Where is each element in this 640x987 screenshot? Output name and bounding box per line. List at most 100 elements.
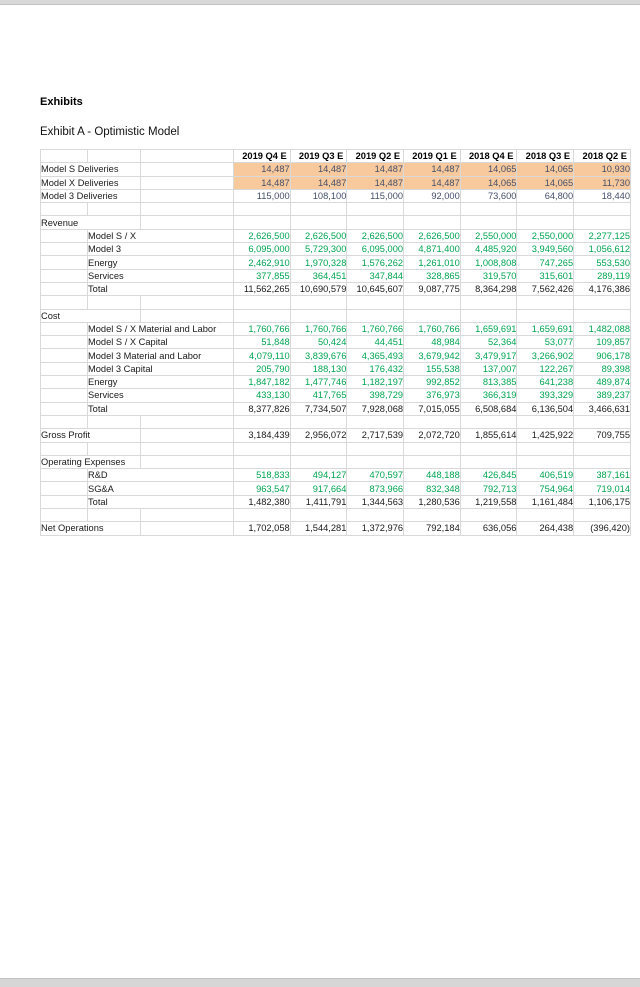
value-cell: 14,487 [234,176,291,190]
row-label: Operating Expenses [41,455,141,470]
header-label-spacer [141,150,234,164]
value-cell: 14,487 [404,176,461,190]
table-row: Model 3 Material and Labor 4,079,110 3,839… [41,349,631,363]
value-cell: 2,626,500 [234,229,291,244]
value-cell: 188,130 [290,362,348,377]
value-cell [347,455,405,470]
value-cell: 14,487 [347,163,405,177]
value-cell: 1,425,922 [517,429,575,443]
value-cell [234,203,291,217]
value-cell: 14,487 [347,176,405,190]
value-cell: 553,530 [574,256,631,270]
value-cell: 11,730 [574,176,631,190]
value-cell: 89,398 [574,362,631,377]
value-cell [290,296,348,310]
value-cell: 14,487 [290,176,348,190]
value-cell [290,309,348,323]
table-row: Model S Deliveries 14,487 14,487 14,487 14,4… [41,163,631,177]
value-cell: 6,508,684 [460,402,518,416]
spacer-cell [41,389,88,403]
value-cell: 518,833 [234,469,291,483]
spacer-cell [41,336,88,350]
value-cell: 14,487 [404,163,461,177]
exhibits-heading: Exhibits [40,96,83,108]
value-cell: 747,265 [517,256,575,270]
table-row: R&D 518,833 494,127 470,597 448,188 426,845 40… [41,469,631,483]
value-cell [290,509,348,523]
row-label: Model S / X Capital [88,336,234,350]
row-label: Energy [88,376,234,390]
value-cell: 2,462,910 [234,256,291,270]
value-cell: 2,277,125 [574,229,631,244]
page-top-edge [0,0,640,5]
value-cell [574,442,631,456]
column-header: 2019 Q2 E [347,150,405,164]
value-cell [517,296,575,310]
row-label: Services [88,269,234,283]
row-label: SG&A [88,482,234,496]
value-cell [574,203,631,217]
value-cell [460,442,518,456]
value-cell: 1,576,262 [347,256,405,270]
value-cell [460,509,518,523]
spacer-cell [88,203,141,217]
value-cell: 3,679,942 [404,349,461,363]
value-cell: 14,487 [234,163,291,177]
spacer-cell [88,415,141,430]
table-row: Model S / X Material and Labor 1,760,766 1… [41,322,631,337]
value-cell: 376,973 [404,389,461,403]
spacer-cell [88,296,141,310]
value-cell [404,509,461,523]
spacer-cell [141,296,234,310]
spacer-cell [41,243,88,257]
value-cell: 1,482,088 [574,322,631,337]
value-cell: 5,729,300 [290,243,348,257]
table-row: Model 3 6,095,000 5,729,300 6,095,000 4,871,… [41,243,631,257]
value-cell: 44,451 [347,336,405,350]
value-cell: 433,130 [234,389,291,403]
value-cell: 364,451 [290,269,348,283]
value-cell [574,296,631,310]
table-row: Total 1,482,380 1,411,791 1,344,563 1,280,53… [41,495,631,510]
value-cell: 14,487 [290,163,348,177]
value-cell: 18,440 [574,189,631,204]
spacer-cell [41,482,88,496]
table-row: Energy 1,847,182 1,477,746 1,182,197 992,852… [41,376,631,390]
value-cell [404,203,461,217]
value-cell: 3,266,902 [517,349,575,363]
row-label: Cost [41,309,141,323]
spacer-cell [88,509,141,523]
spacer-cell [141,522,234,536]
value-cell: 3,184,439 [234,429,291,443]
value-cell: 6,136,504 [517,402,575,416]
value-cell: 4,365,493 [347,349,405,363]
value-cell [460,455,518,470]
table-body: Model S Deliveries 14,487 14,487 14,487 14,4… [41,163,631,536]
value-cell: 917,664 [290,482,348,496]
table-row: Model X Deliveries 14,487 14,487 14,487 14,4… [41,176,631,190]
value-cell [574,415,631,430]
value-cell: 992,852 [404,376,461,390]
header-label-spacer [41,150,88,164]
header-row: 2019 Q4 E 2019 Q3 E 2019 Q2 E 2019 Q1 E 2018… [41,150,631,164]
row-label: Model S / X Material and Labor [88,322,234,337]
value-cell: 315,601 [517,269,575,283]
value-cell: 813,385 [460,376,518,390]
table-row: Model 3 Deliveries 115,000 108,100 115,000 9… [41,189,631,204]
value-cell [347,442,405,456]
table-row: Total 11,562,265 10,690,579 10,645,607 9,087… [41,282,631,297]
row-label: R&D [88,469,234,483]
row-label: Total [88,402,234,416]
value-cell [574,509,631,523]
table-row [41,415,631,430]
value-cell: 719,014 [574,482,631,496]
value-cell: 448,188 [404,469,461,483]
row-label: Total [88,495,234,510]
value-cell: 1,847,182 [234,376,291,390]
value-cell [460,216,518,230]
value-cell: 14,065 [517,176,575,190]
spacer-cell [141,189,234,204]
value-cell: 1,106,175 [574,495,631,510]
value-cell: 347,844 [347,269,405,283]
value-cell [574,216,631,230]
